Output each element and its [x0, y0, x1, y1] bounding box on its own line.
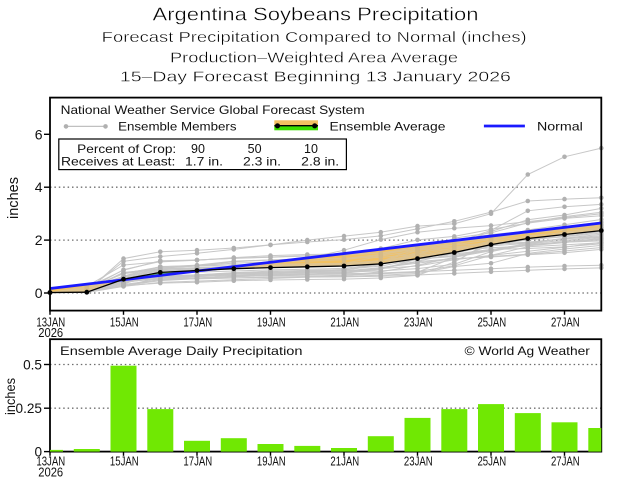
- svg-text:0.25: 0.25: [16, 401, 42, 416]
- svg-text:27JAN: 27JAN: [551, 315, 580, 329]
- svg-text:0: 0: [35, 285, 43, 301]
- svg-text:4: 4: [35, 179, 43, 195]
- svg-text:2026: 2026: [38, 326, 63, 340]
- svg-text:Normal: Normal: [537, 120, 583, 134]
- svg-text:inches: inches: [3, 378, 18, 415]
- svg-text:15–Day Forecast Beginning 13 J: 15–Day Forecast Beginning 13 January 202…: [120, 68, 511, 85]
- svg-text:Receives at Least:: Receives at Least:: [61, 155, 175, 168]
- svg-text:Ensemble Members: Ensemble Members: [118, 120, 236, 134]
- svg-text:1.7 in.: 1.7 in.: [185, 155, 223, 168]
- svg-text:25JAN: 25JAN: [477, 315, 506, 329]
- svg-text:Production–Weighted Area Avera: Production–Weighted Area Average: [170, 50, 458, 67]
- svg-text:90: 90: [191, 142, 205, 156]
- svg-text:21JAN: 21JAN: [330, 455, 359, 469]
- svg-text:6: 6: [35, 126, 43, 142]
- svg-text:23JAN: 23JAN: [404, 315, 433, 329]
- svg-text:Argentina Soybeans Precipitati: Argentina Soybeans Precipitation: [153, 5, 479, 25]
- svg-text:25JAN: 25JAN: [477, 455, 506, 469]
- svg-text:2.3 in.: 2.3 in.: [243, 155, 281, 168]
- svg-text:23JAN: 23JAN: [404, 455, 433, 469]
- svg-text:19JAN: 19JAN: [257, 315, 286, 329]
- svg-text:13JAN: 13JAN: [36, 455, 65, 469]
- svg-text:0: 0: [34, 445, 42, 460]
- svg-text:21JAN: 21JAN: [330, 315, 359, 329]
- svg-text:© World Ag Weather: © World Ag Weather: [465, 344, 590, 358]
- svg-text:2026: 2026: [38, 465, 63, 479]
- svg-text:15JAN: 15JAN: [110, 315, 139, 329]
- svg-text:15JAN: 15JAN: [110, 455, 139, 469]
- svg-text:2: 2: [35, 232, 43, 248]
- svg-text:50: 50: [248, 142, 262, 156]
- svg-text:Ensemble Average Daily Precipi: Ensemble Average Daily Precipitation: [60, 344, 303, 358]
- svg-text:19JAN: 19JAN: [257, 455, 286, 469]
- svg-text:Forecast Precipitation Compare: Forecast Precipitation Compared to Norma…: [102, 29, 527, 46]
- svg-text:13JAN: 13JAN: [36, 315, 65, 329]
- svg-text:inches: inches: [5, 177, 22, 219]
- svg-text:27JAN: 27JAN: [551, 455, 580, 469]
- svg-text:Ensemble Average: Ensemble Average: [330, 120, 446, 134]
- svg-text:17JAN: 17JAN: [183, 315, 212, 329]
- svg-text:2.8 in.: 2.8 in.: [301, 155, 339, 168]
- svg-text:0.5: 0.5: [23, 358, 42, 373]
- svg-text:10: 10: [304, 142, 318, 156]
- svg-text:Percent of Crop:: Percent of Crop:: [77, 143, 176, 156]
- svg-text:National Weather Service Globa: National Weather Service Global Forecast…: [61, 103, 365, 117]
- svg-text:17JAN: 17JAN: [183, 455, 212, 469]
